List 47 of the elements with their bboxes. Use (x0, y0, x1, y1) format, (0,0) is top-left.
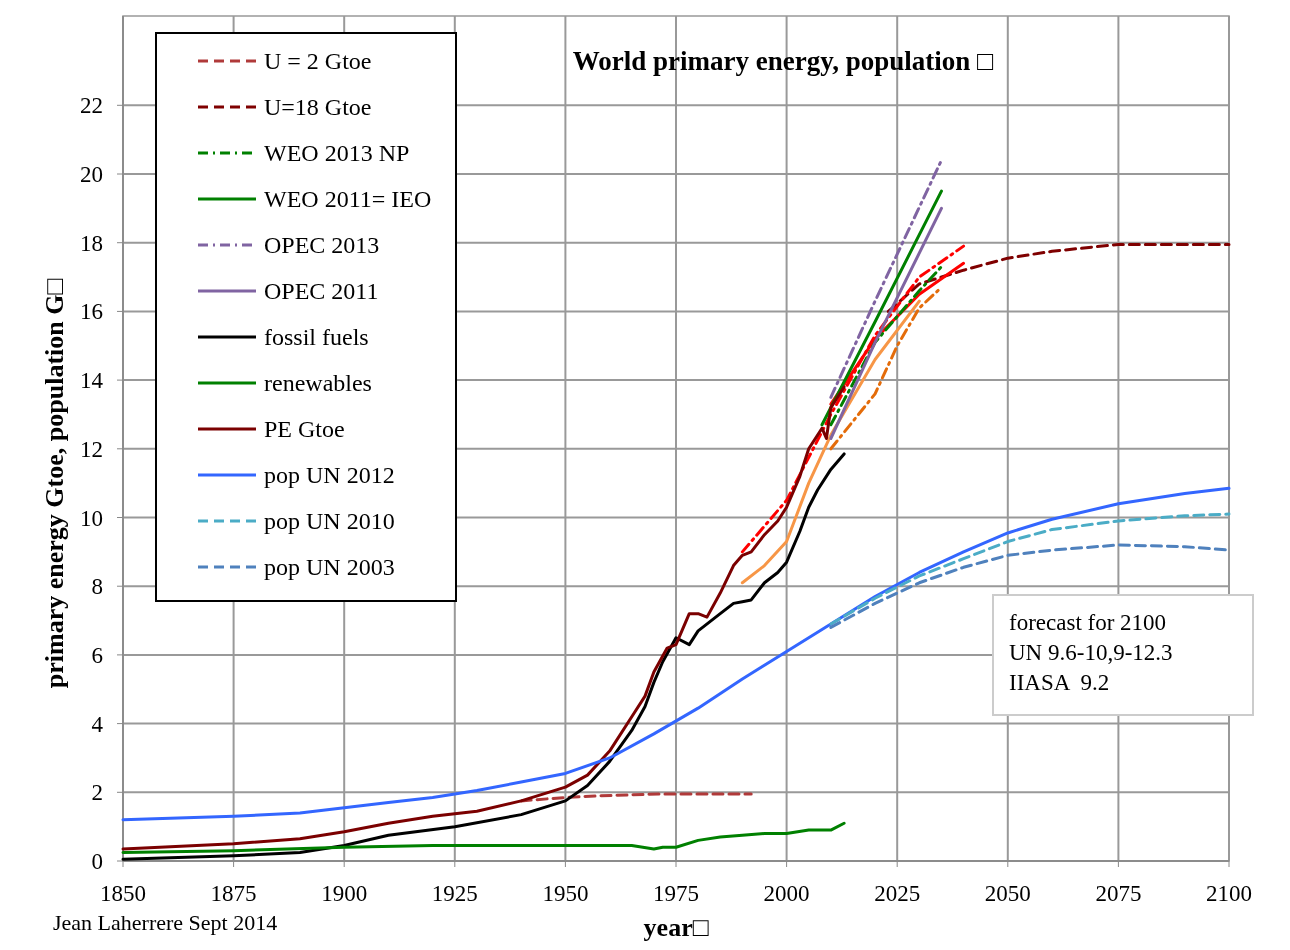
x-tick-label: 1925 (431, 881, 478, 906)
legend-label: WEO 2013 NP (264, 140, 410, 166)
annotation: forecast for 2100 UN 9.6-10,9-12.3 IIASA 9.2 (1009, 610, 1173, 695)
y-tick-label: 6 (91, 642, 103, 668)
text: Jean Laherrere Sept 2014 (53, 910, 278, 935)
legend-label: U = 2 Gtoe (264, 48, 372, 74)
x-tick-label: 1975 (653, 881, 699, 906)
legend-label: fossil fuels (264, 324, 369, 350)
x-tick-label: 2025 (874, 881, 921, 906)
x-tick-label: 1900 (321, 881, 368, 906)
y-tick-label: 18 (80, 230, 103, 256)
x-axis-title: year□ (643, 913, 709, 942)
line-series (740, 244, 966, 554)
x-tick-label: 2000 (763, 881, 810, 906)
y-tick-label: 4 (91, 711, 104, 737)
y-tick-label: 12 (80, 436, 103, 462)
legend-label: PE Gtoe (264, 416, 345, 442)
y-tick-label: 10 (80, 505, 103, 531)
line-series (829, 265, 943, 427)
legend-label: U=18 Gtoe (264, 94, 372, 120)
y-axis-title: primary energy Gtoe, population G□ (40, 278, 69, 689)
y-tick-label: 22 (80, 93, 103, 119)
x-tick-label: 2100 (1206, 881, 1252, 906)
x-tick-label: 1850 (100, 881, 146, 906)
x-tick-label: 1950 (542, 881, 589, 906)
legend-label: pop UN 2010 (264, 508, 395, 534)
legend-label: pop UN 2003 (264, 554, 395, 580)
line-series (886, 242, 1231, 313)
text: World primary energy, population □ (572, 46, 994, 76)
x-tick-label: 2075 (1095, 881, 1142, 906)
y-tick-label: 8 (91, 574, 103, 600)
y-tick-label: 14 (80, 368, 104, 394)
line-series (121, 452, 846, 861)
line-series (121, 486, 1231, 822)
legend-label: pop UN 2012 (264, 462, 395, 488)
legend-label: OPEC 2013 (264, 232, 380, 258)
y-tick-label: 20 (80, 162, 103, 188)
x-tick-label: 1875 (210, 881, 257, 906)
legend-label: renewables (264, 370, 372, 396)
y-tick-label: 0 (91, 849, 103, 874)
line-series (121, 821, 846, 854)
y-tick-label: 16 (80, 299, 103, 325)
legend-label: WEO 2011= IEO (264, 186, 432, 212)
y-tick-label: 2 (91, 780, 103, 806)
legend-label: OPEC 2011 (264, 278, 379, 304)
line-series (740, 299, 921, 585)
x-tick-label: 2050 (984, 881, 1031, 906)
